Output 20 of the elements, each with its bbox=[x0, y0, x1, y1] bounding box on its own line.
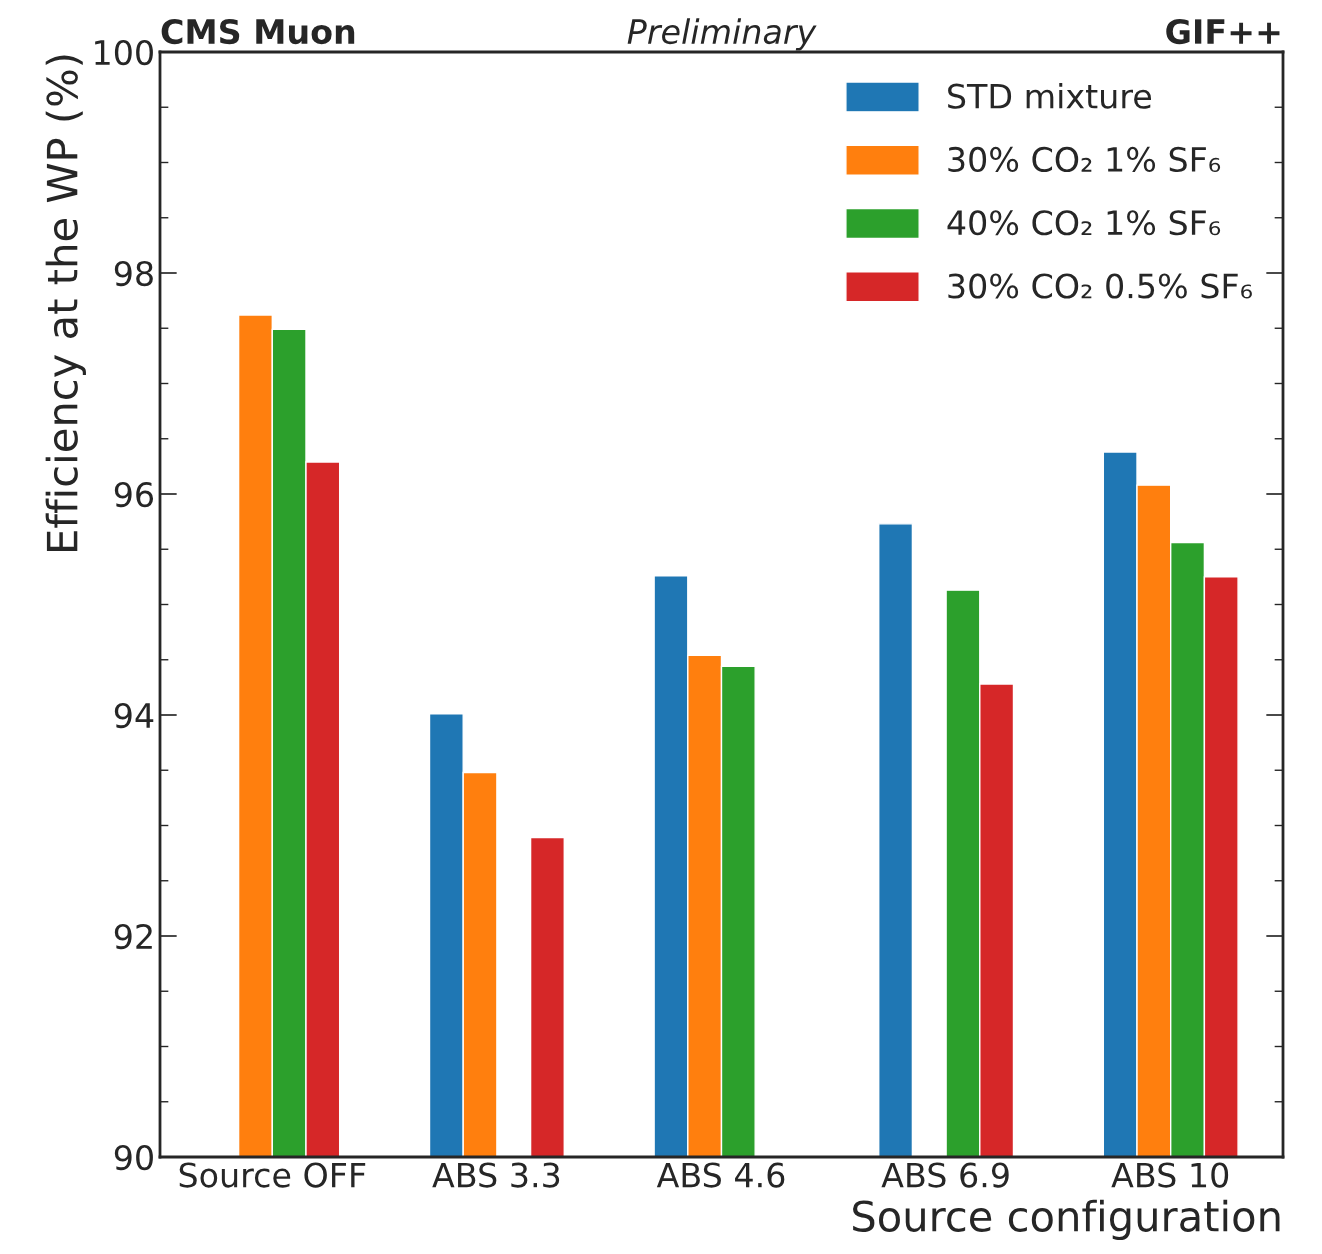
y-tick-label: 90 bbox=[114, 1144, 153, 1171]
legend-label: 30% CO₂ 1% SF₆ bbox=[948, 146, 1221, 173]
y-axis-title: Efficiency at the WP (%) bbox=[45, 55, 86, 551]
x-axis-title: Source configuration bbox=[853, 1199, 1280, 1240]
x-tick-label: ABS 6.9 bbox=[881, 1162, 1009, 1188]
x-tick-label: ABS 4.6 bbox=[656, 1162, 785, 1188]
x-tick-label: Source OFF bbox=[179, 1162, 366, 1188]
legend-label: 40% CO₂ 1% SF₆ bbox=[947, 210, 1221, 236]
y-tick-label: 92 bbox=[114, 923, 152, 950]
text: GIF++ bbox=[1166, 18, 1280, 45]
y-tick-label: 100 bbox=[95, 39, 153, 66]
y-tick-label: 98 bbox=[114, 260, 153, 287]
y-tick-label: 96 bbox=[114, 481, 154, 508]
x-tick-label: ABS 3.3 bbox=[432, 1162, 560, 1188]
chart-title: CMS Muon bbox=[161, 18, 355, 45]
chart-subtitle: Preliminary bbox=[627, 18, 817, 51]
legend-label: 30% CO₂ 0.5% SF₆ bbox=[948, 273, 1252, 299]
y-tick-label: 94 bbox=[114, 702, 154, 729]
legend-label: STD mixture bbox=[948, 83, 1151, 109]
x-tick-label: ABS 10 bbox=[1111, 1162, 1229, 1188]
